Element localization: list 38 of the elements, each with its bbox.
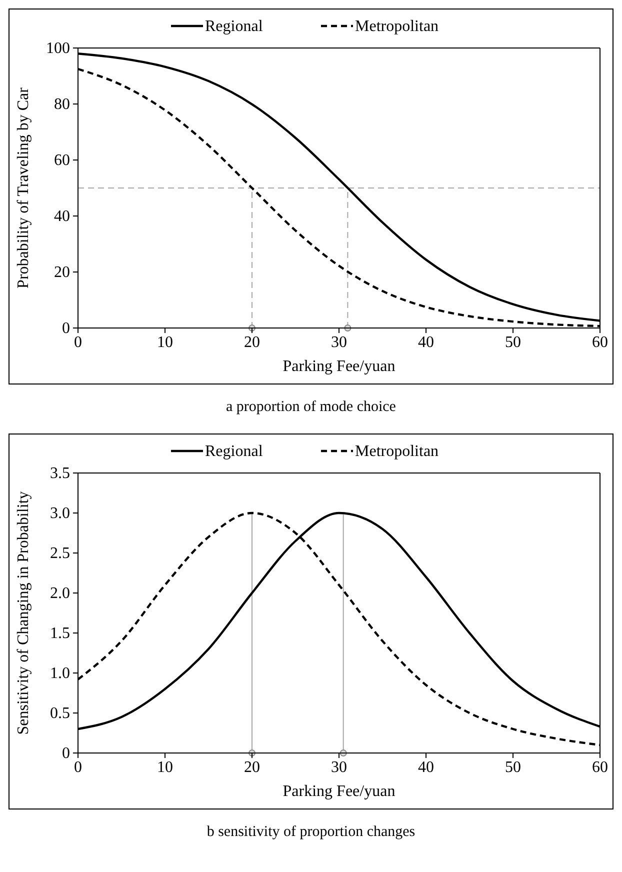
y-tick-label: 3.5 — [50, 465, 70, 482]
x-tick-label: 50 — [505, 334, 521, 351]
x-tick-label: 60 — [592, 759, 608, 776]
x-tick-label: 30 — [331, 759, 347, 776]
x-tick-label: 0 — [74, 759, 82, 776]
x-tick-label: 40 — [418, 759, 434, 776]
y-tick-label: 2.0 — [50, 585, 70, 602]
x-axis-title: Parking Fee/yuan — [282, 783, 396, 800]
x-tick-label: 0 — [74, 334, 82, 351]
x-axis-title: Parking Fee/yuan — [282, 358, 396, 375]
y-tick-label: 20 — [54, 264, 70, 281]
y-tick-label: 0.5 — [50, 705, 70, 722]
y-tick-label: 3.0 — [50, 505, 70, 522]
x-tick-label: 30 — [331, 334, 347, 351]
x-tick-label: 60 — [592, 334, 608, 351]
x-tick-label: 20 — [244, 334, 260, 351]
legend-label: Metropolitan — [355, 443, 439, 460]
legend-label: Regional — [205, 18, 264, 35]
y-axis-title: Sensitivity of Changing in Probability — [15, 491, 32, 735]
y-axis-title: Probability of Traveling by Car — [15, 86, 32, 288]
text: a proportion of mode choice — [226, 399, 396, 415]
legend-label: Regional — [205, 443, 264, 460]
text: b sensitivity of proportion changes — [206, 824, 416, 840]
x-tick-label: 40 — [418, 334, 434, 351]
x-tick-label: 10 — [157, 334, 173, 351]
y-tick-label: 60 — [54, 152, 70, 169]
y-tick-label: 0 — [62, 745, 70, 762]
y-tick-label: 0 — [62, 320, 70, 337]
y-tick-label: 1.5 — [50, 625, 70, 642]
x-tick-label: 20 — [244, 759, 260, 776]
x-tick-label: 10 — [157, 759, 173, 776]
y-tick-label: 1.0 — [50, 665, 70, 682]
legend-label: Metropolitan — [355, 18, 439, 35]
y-tick-label: 2.5 — [50, 545, 70, 562]
x-tick-label: 50 — [505, 759, 521, 776]
y-tick-label: 100 — [46, 40, 70, 57]
y-tick-label: 80 — [54, 96, 70, 113]
y-tick-label: 40 — [54, 208, 70, 225]
